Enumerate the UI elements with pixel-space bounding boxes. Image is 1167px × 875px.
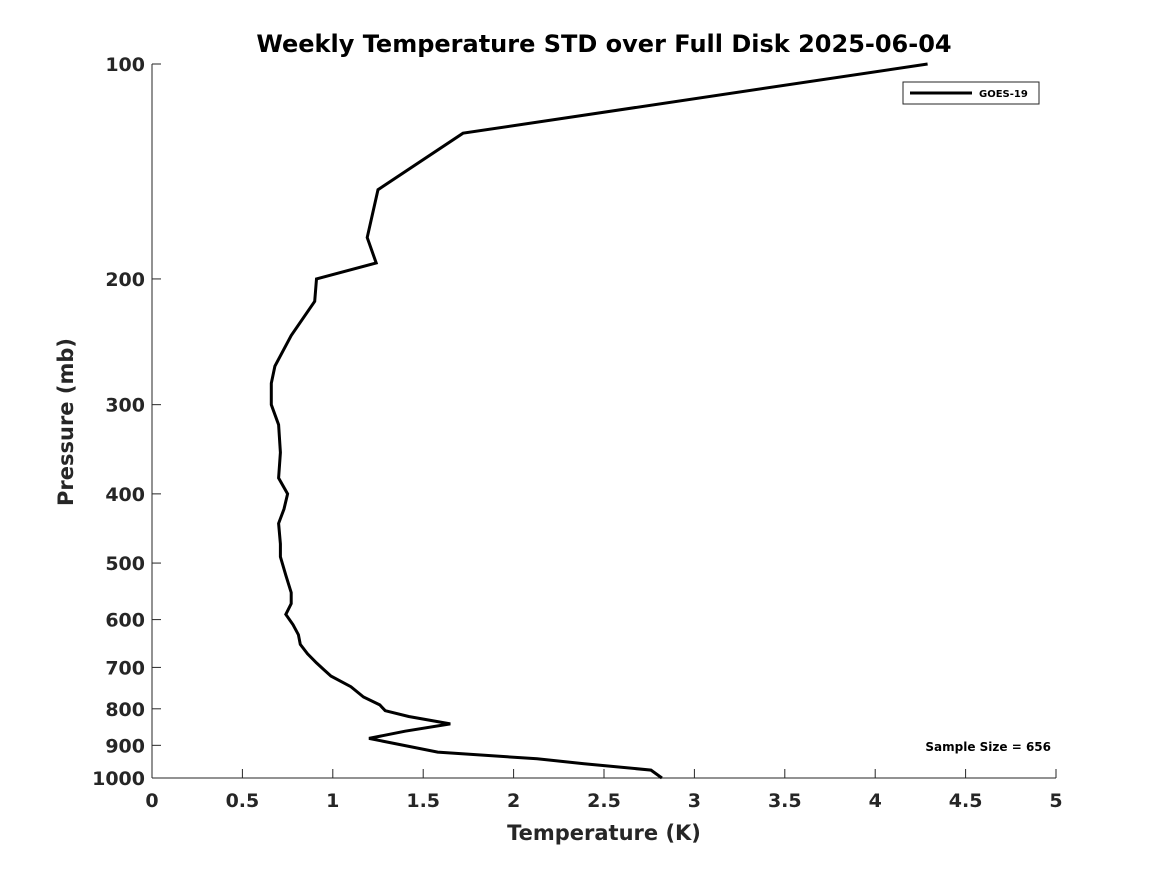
x-tick-label: 3: [688, 790, 701, 812]
y-tick-label: 700: [105, 657, 145, 679]
x-tick-label: 4.5: [949, 790, 983, 812]
x-tick-label: 0: [145, 790, 158, 812]
y-tick-label: 900: [105, 735, 145, 757]
legend: GOES-19: [902, 81, 1040, 105]
sample-size-annotation: Sample Size = 656: [925, 740, 1051, 754]
chart-title: Weekly Temperature STD over Full Disk 20…: [256, 30, 951, 58]
x-tick-label: 1.5: [406, 790, 440, 812]
axes: 0 0.5 1 1.5 2 2.5 3 3.5 4 4.5 5 100 200 300 400 500 600 7…: [92, 54, 1063, 812]
y-tick-label: 200: [105, 269, 145, 291]
y-tick-label: 300: [105, 395, 145, 417]
y-tick-label: 1000: [92, 768, 145, 790]
x-tick-label: 0.5: [226, 790, 260, 812]
series-line: [269, 62, 928, 780]
x-axis-label: Temperature (K): [507, 821, 701, 845]
y-tick-label: 800: [105, 699, 145, 721]
x-tick-label: 3.5: [768, 790, 802, 812]
x-tick-label: 4: [869, 790, 882, 812]
x-tick-label: 2: [507, 790, 520, 812]
x-tick-label: 5: [1049, 790, 1062, 812]
y-tick-label: 500: [105, 553, 145, 575]
y-tick-label: 400: [105, 484, 145, 506]
x-tick-label: 2.5: [587, 790, 621, 812]
y-tick-label: 600: [105, 610, 145, 632]
x-tick-label: 1: [326, 790, 339, 812]
plot-area: [269, 62, 928, 780]
y-axis-label: Pressure (mb): [54, 338, 78, 506]
y-tick-label: 100: [105, 54, 145, 76]
legend-label: GOES-19: [979, 89, 1028, 100]
